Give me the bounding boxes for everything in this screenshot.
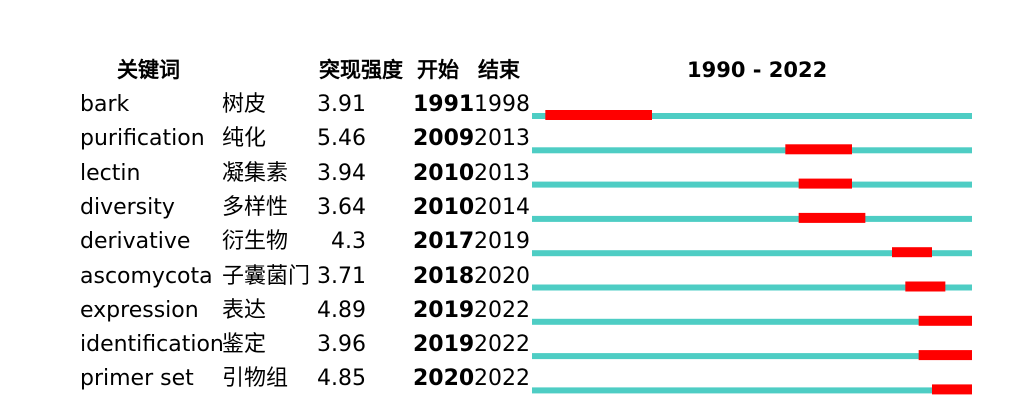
strength-value: 3.96: [317, 332, 366, 358]
table-row: bark 树皮 3.91 1991 1998: [0, 88, 1022, 122]
timeline-baseline: [532, 353, 972, 360]
strength-value: 4.89: [317, 297, 366, 323]
keyword-label: primer set: [80, 366, 194, 392]
keyword-cn-label: 引物组: [222, 366, 289, 392]
table-row: lectin 凝集素 3.94 2010 2013: [0, 157, 1022, 191]
keyword-label: diversity: [80, 194, 175, 220]
keyword-cn-label: 衍生物: [222, 229, 289, 255]
header-end: 结束: [478, 58, 520, 82]
header-keyword: 关键词: [117, 58, 180, 82]
end-year: 2022: [474, 332, 530, 358]
end-year: 2013: [474, 160, 530, 186]
keyword-label: derivative: [80, 229, 191, 255]
keyword-label: identification: [80, 332, 224, 358]
keyword-cn-label: 多样性: [222, 194, 289, 220]
end-year: 2020: [474, 263, 530, 289]
begin-year: 2020: [413, 366, 475, 392]
end-year: 2022: [474, 297, 530, 323]
end-year: 2022: [474, 366, 530, 392]
keyword-label: purification: [80, 126, 205, 152]
end-year: 2013: [474, 126, 530, 152]
strength-value: 4.3: [331, 229, 366, 255]
burst-bar: [545, 110, 652, 120]
timeline-baseline: [532, 284, 972, 291]
keyword-label: lectin: [80, 160, 141, 186]
header-begin: 开始: [417, 58, 459, 82]
burst-bar: [905, 281, 946, 292]
timeline-baseline: [532, 387, 972, 394]
strength-value: 3.91: [317, 92, 366, 117]
timeline-baseline: [532, 113, 972, 119]
begin-year: 2019: [413, 332, 475, 358]
burst-bar: [932, 384, 972, 395]
table-row: purification 纯化 5.46 2009 2013: [0, 122, 1022, 156]
timeline-baseline: [532, 181, 972, 188]
timeline-baseline: [532, 318, 972, 325]
table-row: ascomycota 子囊菌门 3.71 2018 2020: [0, 260, 1022, 294]
end-year: 1998: [474, 92, 530, 117]
keyword-cn-label: 鉴定: [222, 332, 267, 358]
burst-bar: [918, 350, 972, 361]
strength-value: 5.46: [317, 126, 366, 152]
keyword-cn-label: 纯化: [222, 126, 267, 152]
keyword-cn-label: 表达: [222, 297, 267, 323]
table-row: identification 鉴定 3.96 2019 2022: [0, 328, 1022, 362]
keyword-cn-label: 树皮: [222, 92, 267, 117]
begin-year: 1991: [413, 92, 475, 117]
keyword-label: ascomycota: [80, 263, 213, 289]
keyword-label: bark: [80, 92, 130, 117]
strength-value: 3.64: [317, 194, 366, 220]
keyword-cn-label: 凝集素: [222, 160, 289, 186]
burst-bar: [798, 178, 852, 189]
burst-bar: [798, 212, 866, 223]
table-row: derivative 衍生物 4.3 2017 2019: [0, 225, 1022, 259]
table-row: primer set 引物组 4.85 2020 2022: [0, 362, 1022, 396]
strength-value: 3.94: [317, 160, 366, 186]
burst-bar: [892, 247, 932, 258]
strength-value: 3.71: [317, 263, 366, 289]
begin-year: 2010: [413, 160, 475, 186]
keyword-cn-label: 子囊菌门: [222, 263, 311, 289]
timeline-baseline: [532, 147, 972, 154]
keyword-label: expression: [80, 297, 199, 323]
end-year: 2014: [474, 194, 530, 220]
strength-value: 4.85: [317, 366, 366, 392]
begin-year: 2010: [413, 194, 475, 220]
begin-year: 2018: [413, 263, 475, 289]
header-strength: 突现强度: [319, 58, 403, 82]
begin-year: 2009: [413, 126, 475, 152]
table-row: expression 表达 4.89 2019 2022: [0, 294, 1022, 328]
timeline-baseline: [532, 250, 972, 257]
begin-year: 2017: [413, 229, 475, 255]
header-year-range: 1990 - 2022: [687, 58, 828, 82]
burst-bar: [785, 144, 852, 155]
end-year: 2019: [474, 229, 530, 255]
table-row: diversity 多样性 3.64 2010 2014: [0, 191, 1022, 225]
burst-bar: [918, 315, 972, 326]
begin-year: 2019: [413, 297, 475, 323]
timeline-baseline: [532, 215, 972, 222]
